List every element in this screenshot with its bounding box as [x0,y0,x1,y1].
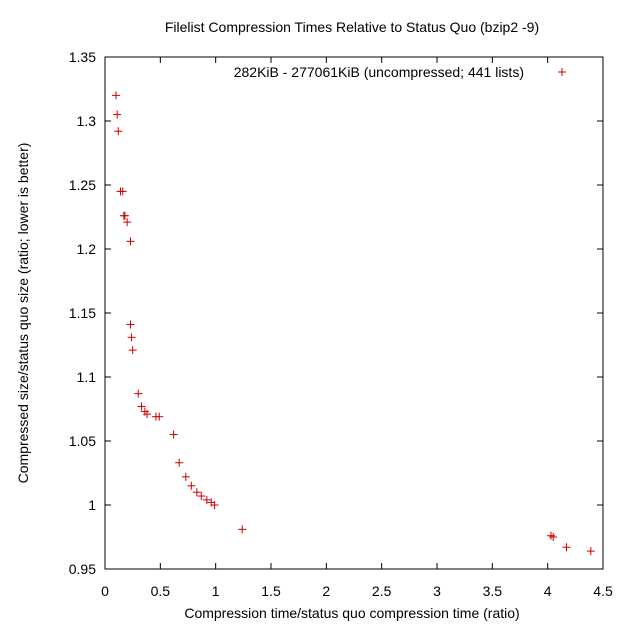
data-point [128,346,137,355]
x-tick-label: 0.5 [151,583,171,599]
y-tick-label: 0.95 [69,561,96,577]
data-point [134,389,143,398]
x-tick-label: 1 [212,583,220,599]
data-point [127,333,136,342]
data-point [197,492,206,501]
y-tick-label: 1.15 [69,305,96,321]
x-tick-label: 3.5 [483,583,503,599]
y-tick-label: 1.2 [77,241,97,257]
y-tick-label: 1.3 [77,113,97,129]
data-point [549,533,558,541]
data-point [155,412,164,421]
data-point [175,458,184,467]
data-point [112,91,121,100]
y-tick-label: 1 [88,497,96,513]
data-point [181,472,190,481]
data-point [586,547,595,556]
data-point [192,488,201,497]
chart-title: Filelist Compression Times Relative to S… [165,19,539,35]
data-point [202,495,211,504]
data-point [546,531,555,540]
y-tick-label: 1.35 [69,49,96,65]
legend-label: 282KiB - 277061KiB (uncompressed; 441 li… [234,64,524,80]
y-tick-label: 1.05 [69,433,96,449]
y-tick-label: 1.25 [69,177,96,193]
data-points [112,91,595,556]
plot-area-border [104,56,604,570]
x-tick-label: 2.5 [372,583,392,599]
axis-ticks: 0 0.5 1 1.5 2 2.5 3 3.5 4 4.5 0.95 1 1.05 1.1 1.15 1.2 1… [69,49,613,599]
data-point [118,187,127,196]
legend: 282KiB - 277061KiB (uncompressed; 441 li… [234,64,566,80]
x-tick-label: 2 [322,583,330,599]
x-axis-label: Compression time/status quo compression … [184,605,519,621]
data-point [137,402,146,411]
data-point [187,481,196,490]
data-point [169,430,178,439]
data-point [238,525,247,534]
data-point [113,110,122,119]
x-tick-label: 4.5 [593,583,613,599]
legend-marker [558,68,566,76]
x-tick-label: 4 [544,583,552,599]
data-point [210,501,219,509]
data-point [126,237,135,246]
data-point [120,211,129,220]
legend-marker-plus [558,68,566,76]
data-point [126,320,135,329]
data-point [143,410,152,419]
x-tick-label: 0 [101,583,109,599]
data-point [114,127,123,136]
x-tick-label: 3 [433,583,441,599]
y-axis-label: Compressed size/status quo size (ratio; … [15,143,31,484]
y-tick-label: 1.1 [77,369,97,385]
data-point [562,543,571,552]
data-point [123,218,132,227]
x-tick-label: 1.5 [261,583,281,599]
